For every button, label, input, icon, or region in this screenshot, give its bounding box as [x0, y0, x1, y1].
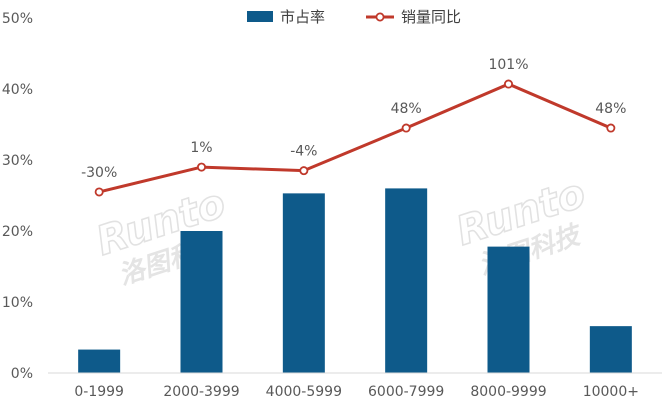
data-label-6000-7999: 48% — [391, 101, 422, 117]
legend-swatch-bar — [247, 11, 273, 22]
line-point-4000-5999 — [299, 166, 309, 176]
x-tick-label: 2000-3999 — [163, 384, 239, 400]
x-tick-label: 0-1999 — [74, 384, 124, 400]
x-tick-label: 10000+ — [583, 384, 639, 400]
x-tick-label: 4000-5999 — [266, 384, 342, 400]
data-label-0-1999: -30% — [81, 165, 117, 181]
bar-6000-7999 — [385, 188, 428, 373]
y-axis-ticks: 0% 10% 20% 30% 40% 50% — [2, 11, 33, 382]
legend-marker-line — [375, 12, 385, 22]
bar-10000+ — [589, 326, 632, 373]
line-point-6000-7999 — [401, 123, 411, 133]
bar-0-1999 — [78, 349, 121, 373]
bar-2000-3999 — [180, 231, 223, 373]
line-point-10000+ — [606, 123, 616, 133]
y-tick-label: 20% — [2, 224, 33, 240]
bars — [78, 188, 632, 373]
y-tick-label: 40% — [2, 82, 33, 98]
bar-8000-9999 — [487, 246, 530, 373]
y-tick-label: 50% — [2, 11, 33, 27]
legend: 市占率 销量同比 — [247, 8, 461, 26]
data-label-8000-9999: 101% — [488, 57, 528, 73]
legend-label-bar: 市占率 — [280, 8, 325, 26]
line-point-0-1999 — [94, 187, 104, 197]
data-label-2000-3999: 1% — [190, 140, 212, 156]
y-tick-label: 30% — [2, 153, 33, 169]
line-series — [94, 79, 616, 197]
x-tick-label: 8000-9999 — [470, 384, 546, 400]
line-point-8000-9999 — [503, 79, 513, 89]
y-tick-label: 10% — [2, 295, 33, 311]
data-label-4000-5999: -4% — [290, 144, 317, 160]
x-axis-ticks: 0-1999 2000-3999 4000-5999 6000-7999 8000-99… — [74, 384, 639, 400]
line-point-2000-3999 — [196, 162, 206, 172]
bar-4000-5999 — [282, 193, 325, 373]
x-tick-label: 6000-7999 — [368, 384, 444, 400]
data-label-10000+: 48% — [595, 101, 626, 117]
y-tick-label: 0% — [11, 366, 33, 382]
line-data-labels: -30% 1% -4% 48% 101% 48% — [81, 57, 626, 181]
legend-label-line: 销量同比 — [401, 8, 461, 26]
line-sales-yoy — [98, 82, 612, 194]
